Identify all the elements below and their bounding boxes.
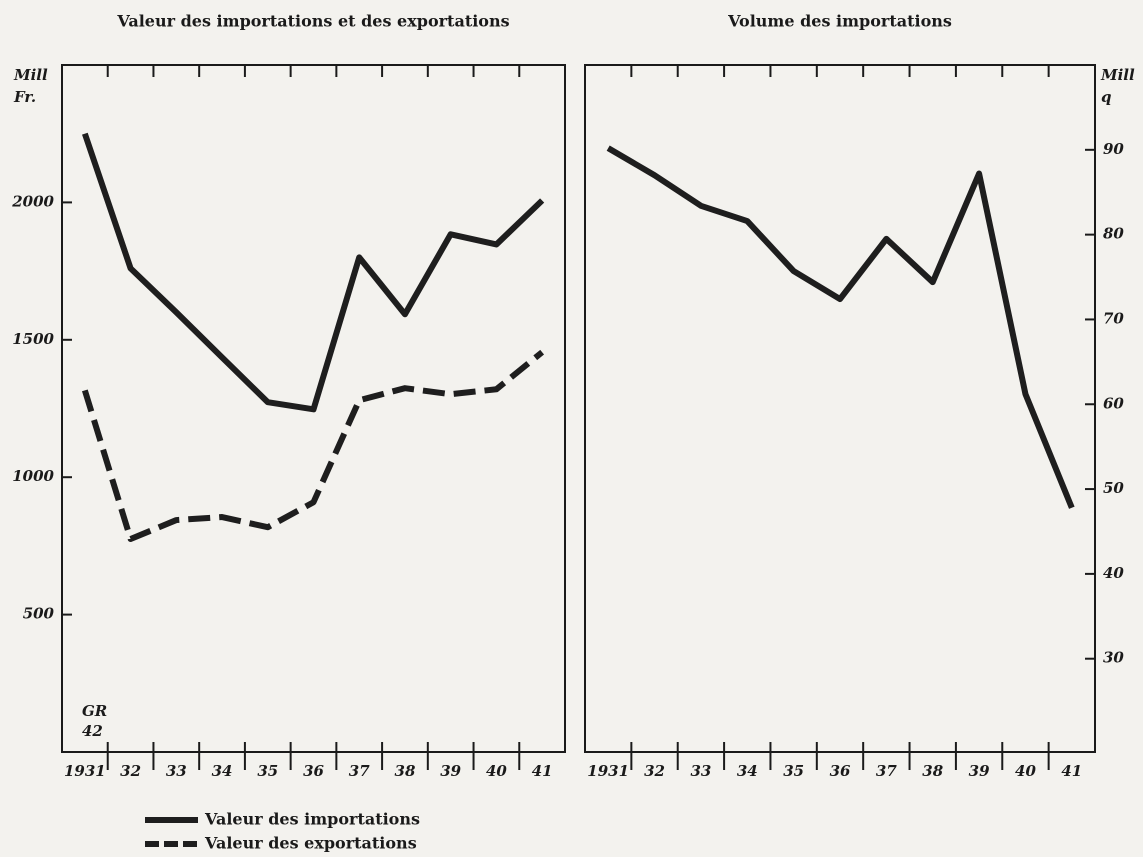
plot-frame: [61, 64, 566, 753]
x-tick-label: 38: [922, 762, 943, 780]
y-tick-label: 70: [1103, 309, 1124, 327]
y-axis-label: q: [1101, 88, 1112, 106]
y-tick-label: 1500: [12, 330, 54, 348]
x-tick-label: 32: [644, 762, 665, 780]
x-tick-label: 1931: [64, 762, 106, 780]
x-tick-label: 35: [783, 762, 804, 780]
x-tick-label: 41: [1061, 762, 1082, 780]
x-tick-label: 36: [830, 762, 851, 780]
annotation: 42: [82, 722, 103, 740]
data-line: [82, 132, 545, 413]
x-tick-label: 39: [440, 762, 461, 780]
x-tick-label: 37: [876, 762, 897, 780]
x-tick-label: 40: [486, 762, 507, 780]
x-tick-label: 33: [690, 762, 711, 780]
y-axis-label: Mill: [1100, 66, 1135, 84]
x-tick-label: 37: [349, 762, 370, 780]
y-tick-label: 90: [1103, 140, 1124, 158]
x-tick-label: 34: [737, 762, 758, 780]
x-tick-label: 38: [395, 762, 416, 780]
legend-label: Valeur des importations: [204, 810, 420, 829]
plot-frame: [584, 64, 1096, 753]
x-tick-label: 33: [166, 762, 187, 780]
y-tick-label: 500: [23, 605, 55, 623]
y-tick-label: 1000: [12, 467, 54, 485]
x-tick-label: 41: [532, 762, 553, 780]
x-tick-label: 35: [257, 762, 278, 780]
x-tick-label: 40: [1015, 762, 1036, 780]
legend-label: Valeur des exportations: [204, 834, 417, 853]
chart-title: Valeur des importations et des exportati…: [116, 12, 509, 31]
y-tick-label: 2000: [11, 192, 54, 210]
x-tick-label: 1931: [587, 762, 629, 780]
annotation: GR: [82, 702, 107, 720]
y-tick-label: 50: [1103, 479, 1124, 497]
chart-title: Volume des importations: [727, 12, 952, 31]
x-tick-label: 32: [120, 762, 141, 780]
y-axis-label: Fr.: [13, 88, 36, 106]
data-line: [606, 145, 1075, 509]
data-line: [81, 349, 545, 543]
y-tick-label: 60: [1103, 394, 1124, 412]
x-tick-label: 36: [303, 762, 324, 780]
x-tick-label: 39: [969, 762, 990, 780]
y-tick-label: 30: [1103, 649, 1124, 667]
y-tick-label: 40: [1103, 564, 1124, 582]
x-tick-label: 34: [212, 762, 233, 780]
y-tick-label: 80: [1103, 225, 1124, 243]
y-axis-label: Mill: [13, 66, 48, 84]
